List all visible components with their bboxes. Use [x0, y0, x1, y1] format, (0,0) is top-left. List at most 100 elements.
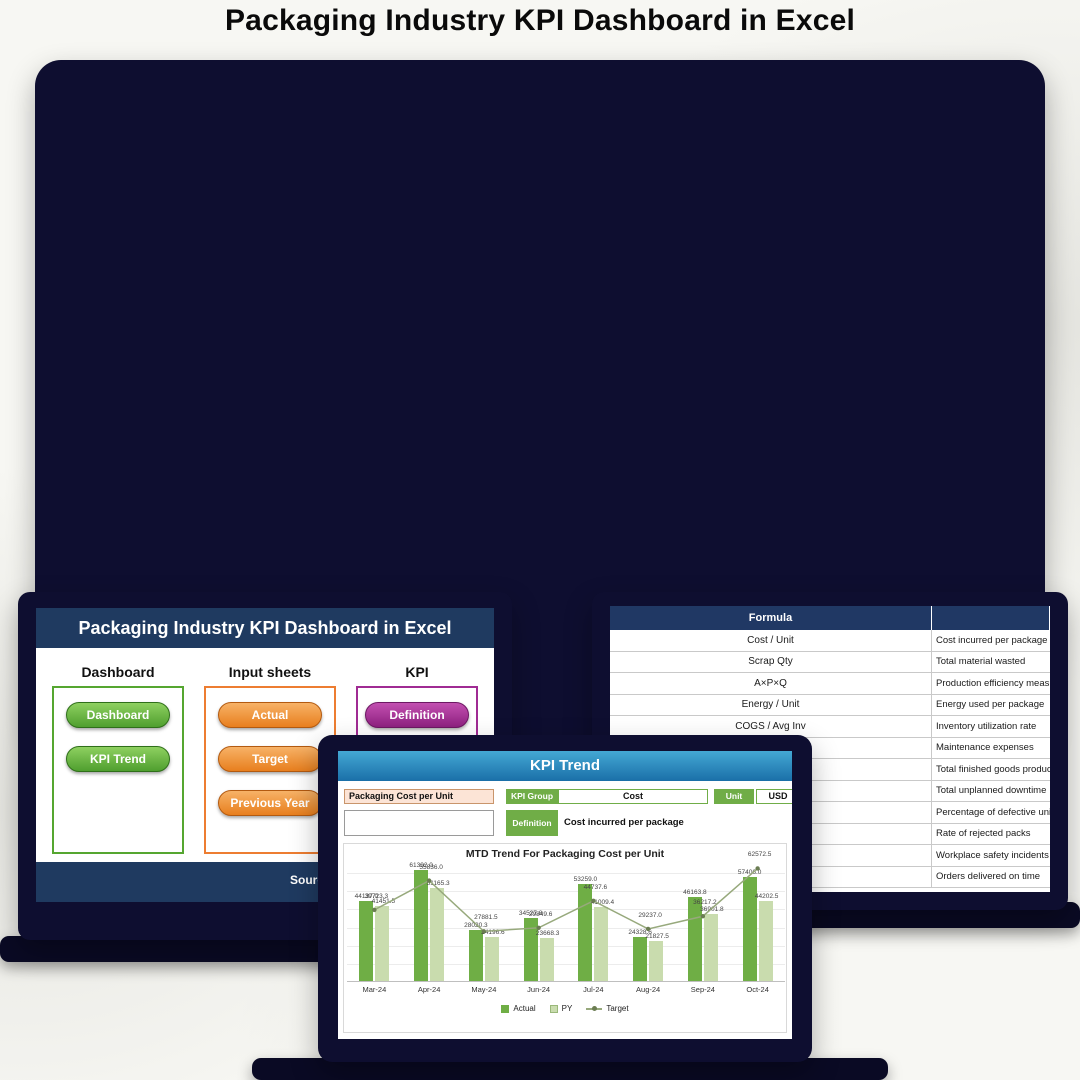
laptop-center-base — [252, 1058, 888, 1080]
definition-label: Definition — [506, 810, 558, 836]
py-bar — [649, 941, 664, 981]
group-label-input-sheets: Input sheets — [228, 664, 312, 680]
formula-row: Cost / Unit Cost incurred per package — [610, 630, 1050, 652]
month-label: May-24 — [471, 985, 497, 994]
chart-x-axis: Mar-24 Apr-24 May-24 Jun-24 Jul-24 Aug-24 Sep-… — [347, 985, 785, 994]
description-cell: Workplace safety incidents — [932, 845, 1050, 867]
description-cell: Total material wasted — [932, 652, 1050, 673]
py-bar — [484, 937, 499, 981]
py-bar — [594, 906, 609, 981]
bar-value-label: 62572.5 — [747, 851, 772, 859]
month-label: Mar-24 — [362, 985, 387, 994]
menu-button-kpi-trend[interactable]: KPI Trend — [66, 746, 170, 772]
bar-value-label: 53259.0 — [573, 876, 598, 884]
formula-cell: Scrap Qty — [610, 651, 932, 673]
bar-value-label: 29237.0 — [638, 911, 662, 919]
chart-plot-area: 44137.0 41451.5 39723.3 61392.0 51165.3 55836… — [347, 851, 785, 982]
bar-value-label: 36901.8 — [700, 906, 724, 913]
trend-chart: MTD Trend For Packaging Cost per Unit 44… — [343, 843, 787, 1033]
formula-row: Energy / Unit Energy used per package — [610, 694, 1050, 716]
bar-value-label: 46163.8 — [683, 889, 707, 897]
description-cell: Inventory utilization rate — [932, 716, 1050, 738]
bar-value-label: 44202.5 — [754, 892, 779, 900]
legend-actual: Actual — [501, 1004, 536, 1013]
chart-title: MTD Trend For Packaging Cost per Unit — [465, 848, 665, 860]
formula-table-body: Cost / Unit Cost incurred per package Scra… — [610, 630, 1050, 888]
trend-screen: KPI Trend Packaging Cost per Unit KPI Gr… — [338, 751, 792, 1039]
description-cell: Total unplanned downtime — [932, 781, 1050, 802]
bar-value-label: 24196.6 — [481, 929, 505, 937]
bar-value-label: 57406.0 — [737, 868, 762, 876]
month-label: Apr-24 — [417, 985, 441, 994]
target-line-icon — [586, 1005, 603, 1011]
bar-value-label: 24328.6 — [628, 928, 652, 936]
bar-value-label: 61392.0 — [409, 861, 433, 869]
py-bar — [539, 938, 554, 981]
description-cell: Percentage of defective units — [932, 802, 1050, 824]
menu-button-dashboard[interactable]: Dashboard — [66, 702, 170, 728]
description-cell: Energy used per package — [932, 695, 1050, 716]
bar-value-label: 44737.6 — [583, 883, 608, 891]
formula-row: Scrap Qty Total material wasted — [610, 651, 1050, 673]
col-formula: Formula — [610, 606, 932, 630]
unit-label: Unit — [714, 789, 754, 804]
py-bar — [375, 905, 390, 981]
menu-title: Packaging Industry KPI Dashboard in Exce… — [36, 608, 494, 648]
bar-value-label: 21827.5 — [645, 933, 669, 941]
month-label: Aug-24 — [636, 985, 661, 994]
actual-bar — [633, 936, 648, 981]
formula-table-header: Formula — [610, 606, 1050, 630]
py-swatch-icon — [549, 1004, 558, 1013]
bar-value-label: 41451.5 — [371, 897, 396, 905]
bar-value-label: 28020.3 — [464, 922, 488, 930]
actual-bar — [523, 918, 538, 981]
description-cell: Production efficiency measure — [932, 673, 1050, 695]
legend-target: Target — [586, 1004, 629, 1013]
actual-bar — [414, 869, 429, 981]
bar-value-label: 36217.2 — [693, 899, 717, 907]
month-label: Sep-24 — [690, 985, 715, 994]
kpi-group-label: KPI Group — [506, 789, 558, 804]
description-cell: Cost incurred per package — [932, 630, 1050, 652]
bar-value-label: 44137.0 — [354, 892, 379, 900]
description-cell: Maintenance expenses — [932, 738, 1050, 759]
col-description-cut — [932, 606, 1050, 630]
bar-value-label: 34527.8 — [518, 910, 543, 918]
month-label: Jul-24 — [583, 985, 604, 994]
actual-bar — [742, 876, 757, 981]
target-line — [347, 864, 785, 982]
menu-button-previous-year[interactable]: Previous Year — [218, 790, 322, 816]
definition-value: Cost incurred per package — [564, 817, 684, 828]
py-bar — [703, 914, 718, 981]
description-cell: Rate of rejected packs — [932, 824, 1050, 845]
bar-value-label: 41009.4 — [590, 898, 615, 906]
formula-cell: A×P×Q — [610, 673, 932, 695]
bar-value-label: 51165.3 — [426, 880, 450, 888]
kpi-selector[interactable]: Packaging Cost per Unit — [344, 789, 494, 804]
legend-py: PY — [549, 1004, 572, 1013]
bar-value-label: 27881.5 — [474, 914, 498, 922]
page-title: Packaging Industry KPI Dashboard in Exce… — [224, 4, 856, 37]
menu-button-actual[interactable]: Actual — [218, 702, 322, 728]
chart-legend: Actual PY Target — [344, 1004, 786, 1013]
group-label-kpi: KPI — [405, 664, 429, 680]
group-box-input-sheets: Actual Target Previous Year — [204, 686, 336, 854]
empty-input-box — [344, 810, 494, 836]
bar-value-label: 29849.6 — [528, 910, 553, 918]
actual-bar — [468, 930, 483, 981]
group-box-dashboard: Dashboard KPI Trend — [52, 686, 184, 854]
trend-title: KPI Trend — [338, 751, 792, 781]
bar-value-label: 55836.0 — [419, 863, 443, 871]
formula-cell: Cost / Unit — [610, 630, 932, 652]
menu-button-target[interactable]: Target — [218, 746, 322, 772]
month-label: Jun-24 — [527, 985, 551, 994]
py-bar — [758, 900, 773, 981]
bar-value-label: 23668.3 — [535, 930, 560, 938]
py-bar — [430, 888, 445, 981]
description-cell: Total finished goods produced — [932, 759, 1050, 781]
menu-button-definition[interactable]: Definition — [365, 702, 469, 728]
month-label: Oct-24 — [746, 985, 769, 994]
kpi-group-value: Cost — [558, 789, 708, 804]
actual-swatch-icon — [501, 1004, 510, 1013]
